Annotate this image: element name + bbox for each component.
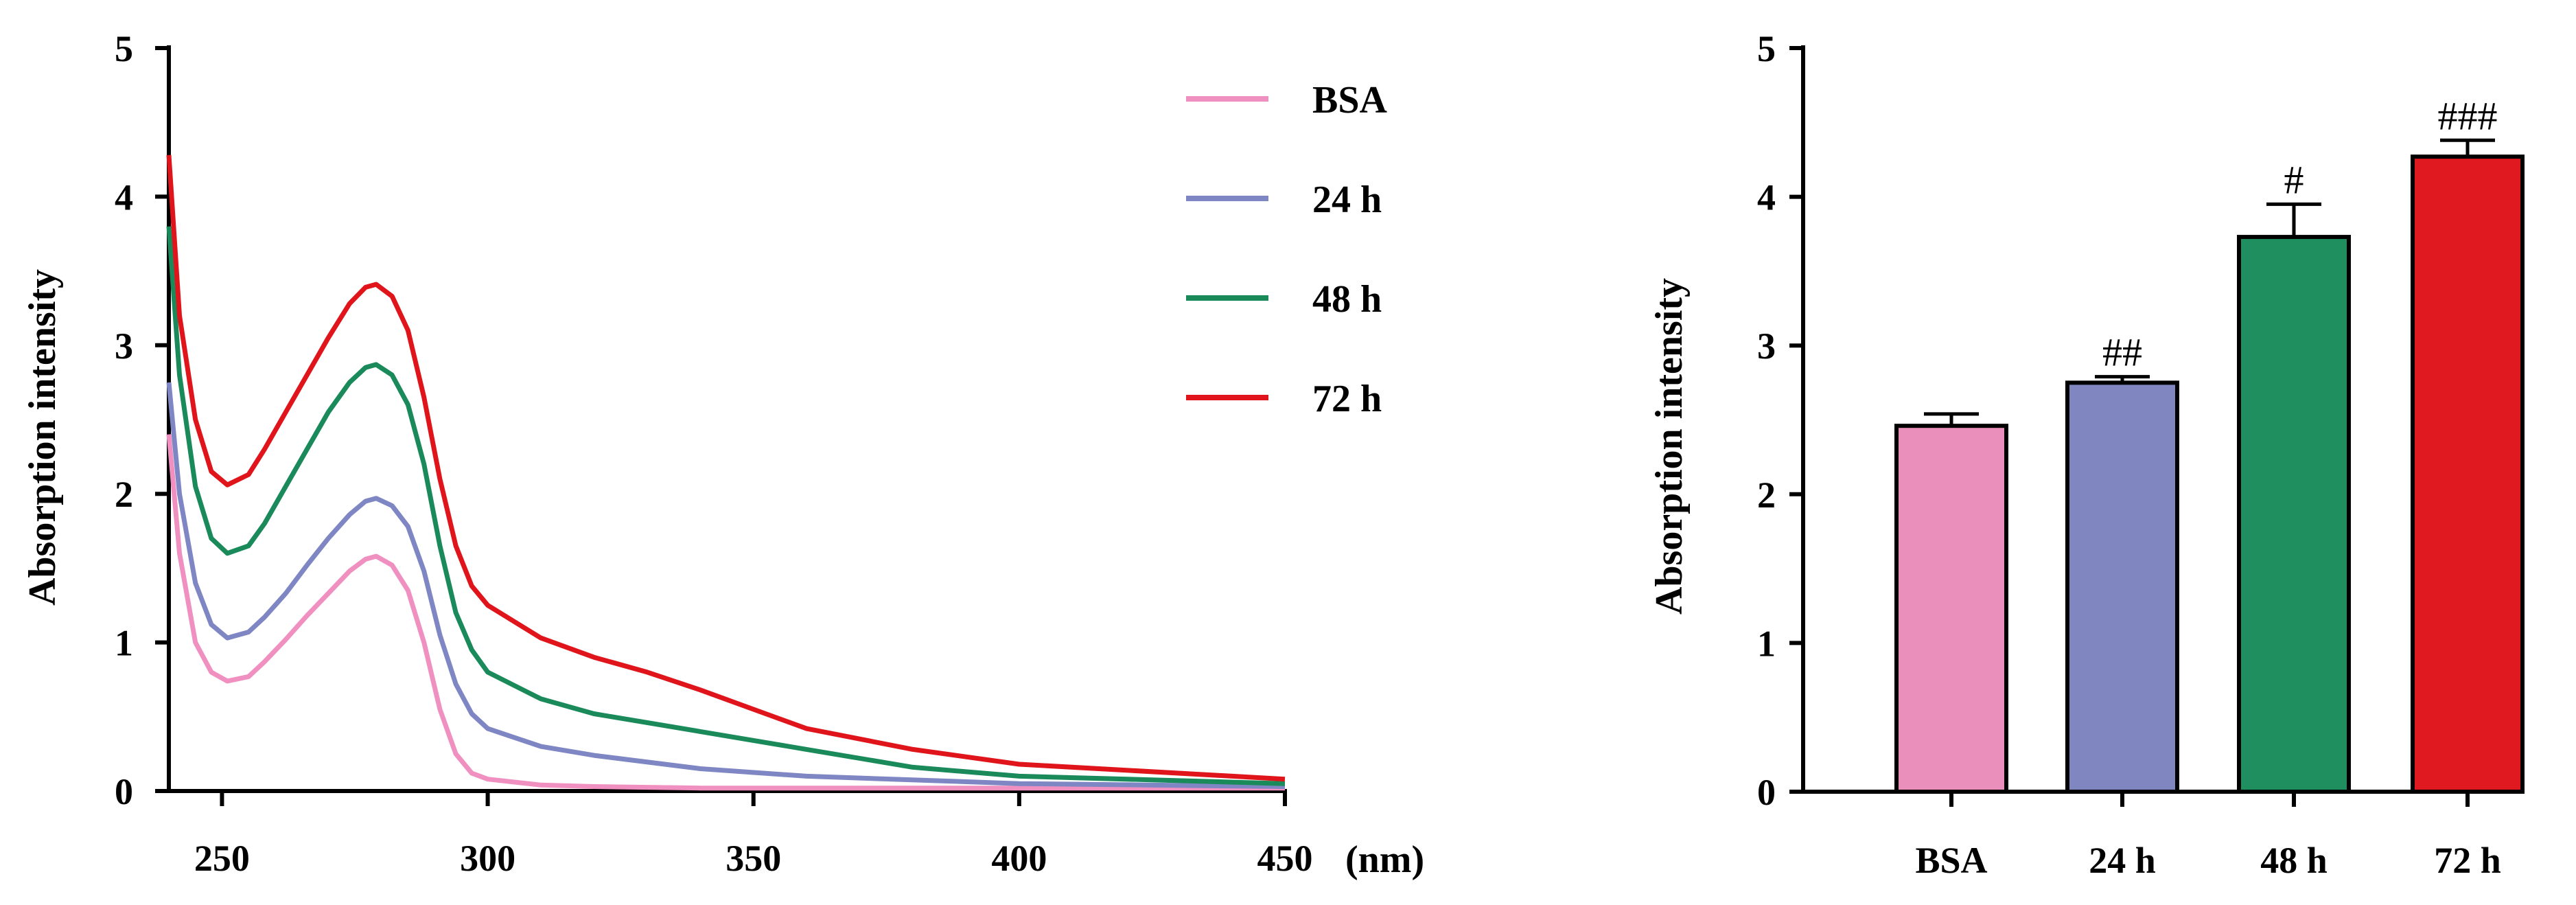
significance-label: ##	[2102, 330, 2142, 375]
line-chart-x-tick-label: 250	[194, 838, 250, 879]
absorption-bar-chart: Absorption intensity 0 1 2 3 4 5 BSA 24 h ## 48 …	[1648, 28, 2525, 881]
bar-chart-x-tick-label: 72 h	[2434, 840, 2501, 881]
bar-chart-y-tick-label: 3	[1757, 325, 1776, 367]
bar-72-h	[2411, 154, 2525, 794]
bar-24-h	[2065, 380, 2179, 794]
legend-label: 72 h	[1312, 378, 1382, 420]
line-chart-y-tick-label: 0	[115, 771, 133, 812]
line-chart-legend: BSA 24 h 48 h 72 h	[1186, 79, 1387, 420]
line-chart-x-tick-label: 350	[726, 838, 781, 879]
bar-48-h	[2237, 235, 2351, 794]
bar-chart-y-tick-label: 0	[1757, 772, 1776, 813]
legend-label: 24 h	[1312, 179, 1382, 221]
legend-label: BSA	[1312, 79, 1387, 122]
line-chart-series	[166, 154, 1286, 791]
bar-chart-y-axis-label: Absorption intensity	[1648, 278, 1691, 615]
significance-label: #	[2284, 157, 2304, 202]
line-chart-y-tick-label: 2	[115, 474, 133, 515]
line-chart-axes: 0 1 2 3 4 5 250 300 350 400 450	[115, 28, 1313, 879]
series-line-72-h	[166, 154, 1286, 782]
series-line-24-h	[166, 382, 1286, 789]
bar-chart-y-tick-label: 4	[1757, 177, 1776, 218]
line-chart-y-tick-label: 5	[115, 28, 133, 69]
bar-bsa	[1894, 424, 2008, 794]
bar-chart-bars: BSA 24 h ## 48 h #72 h ###	[1894, 93, 2525, 881]
spectrum-line-chart: Absorption intensity (nm) 0 1 2 3 4 5 250 300 35…	[21, 28, 1424, 881]
line-chart-x-unit-label: (nm)	[1345, 838, 1424, 881]
line-chart-y-tick-label: 4	[115, 176, 133, 218]
bar-chart-y-tick-label: 1	[1757, 623, 1776, 664]
bar-chart-x-tick-label: BSA	[1915, 840, 1987, 881]
significance-label: ###	[2438, 93, 2498, 138]
series-line-48-h	[166, 226, 1286, 786]
line-chart-y-axis-label: Absorption intensity	[21, 269, 64, 606]
bar-chart-x-tick-label: 48 h	[2260, 840, 2328, 881]
line-chart-x-tick-label: 450	[1257, 838, 1313, 879]
bar-chart-y-tick-label: 5	[1757, 28, 1776, 69]
line-chart-y-tick-label: 3	[115, 325, 133, 367]
line-chart-y-tick-label: 1	[115, 623, 133, 664]
line-chart-x-tick-label: 300	[460, 838, 515, 879]
legend-label: 48 h	[1312, 278, 1382, 321]
bar-chart-x-tick-label: 24 h	[2089, 840, 2156, 881]
line-chart-x-tick-label: 400	[991, 838, 1047, 879]
bar-chart-y-tick-label: 2	[1757, 474, 1776, 516]
series-line-bsa	[166, 434, 1285, 791]
